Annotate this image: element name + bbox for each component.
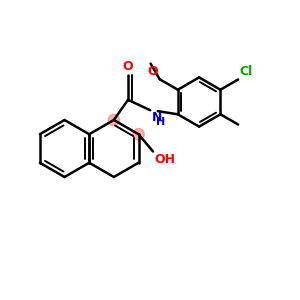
Text: H: H	[156, 117, 165, 127]
Text: OH: OH	[154, 153, 176, 166]
Circle shape	[133, 129, 144, 140]
Text: Cl: Cl	[240, 65, 253, 78]
Text: N: N	[152, 111, 162, 124]
Text: O: O	[123, 60, 133, 73]
Circle shape	[108, 114, 120, 126]
Text: O: O	[148, 65, 158, 78]
